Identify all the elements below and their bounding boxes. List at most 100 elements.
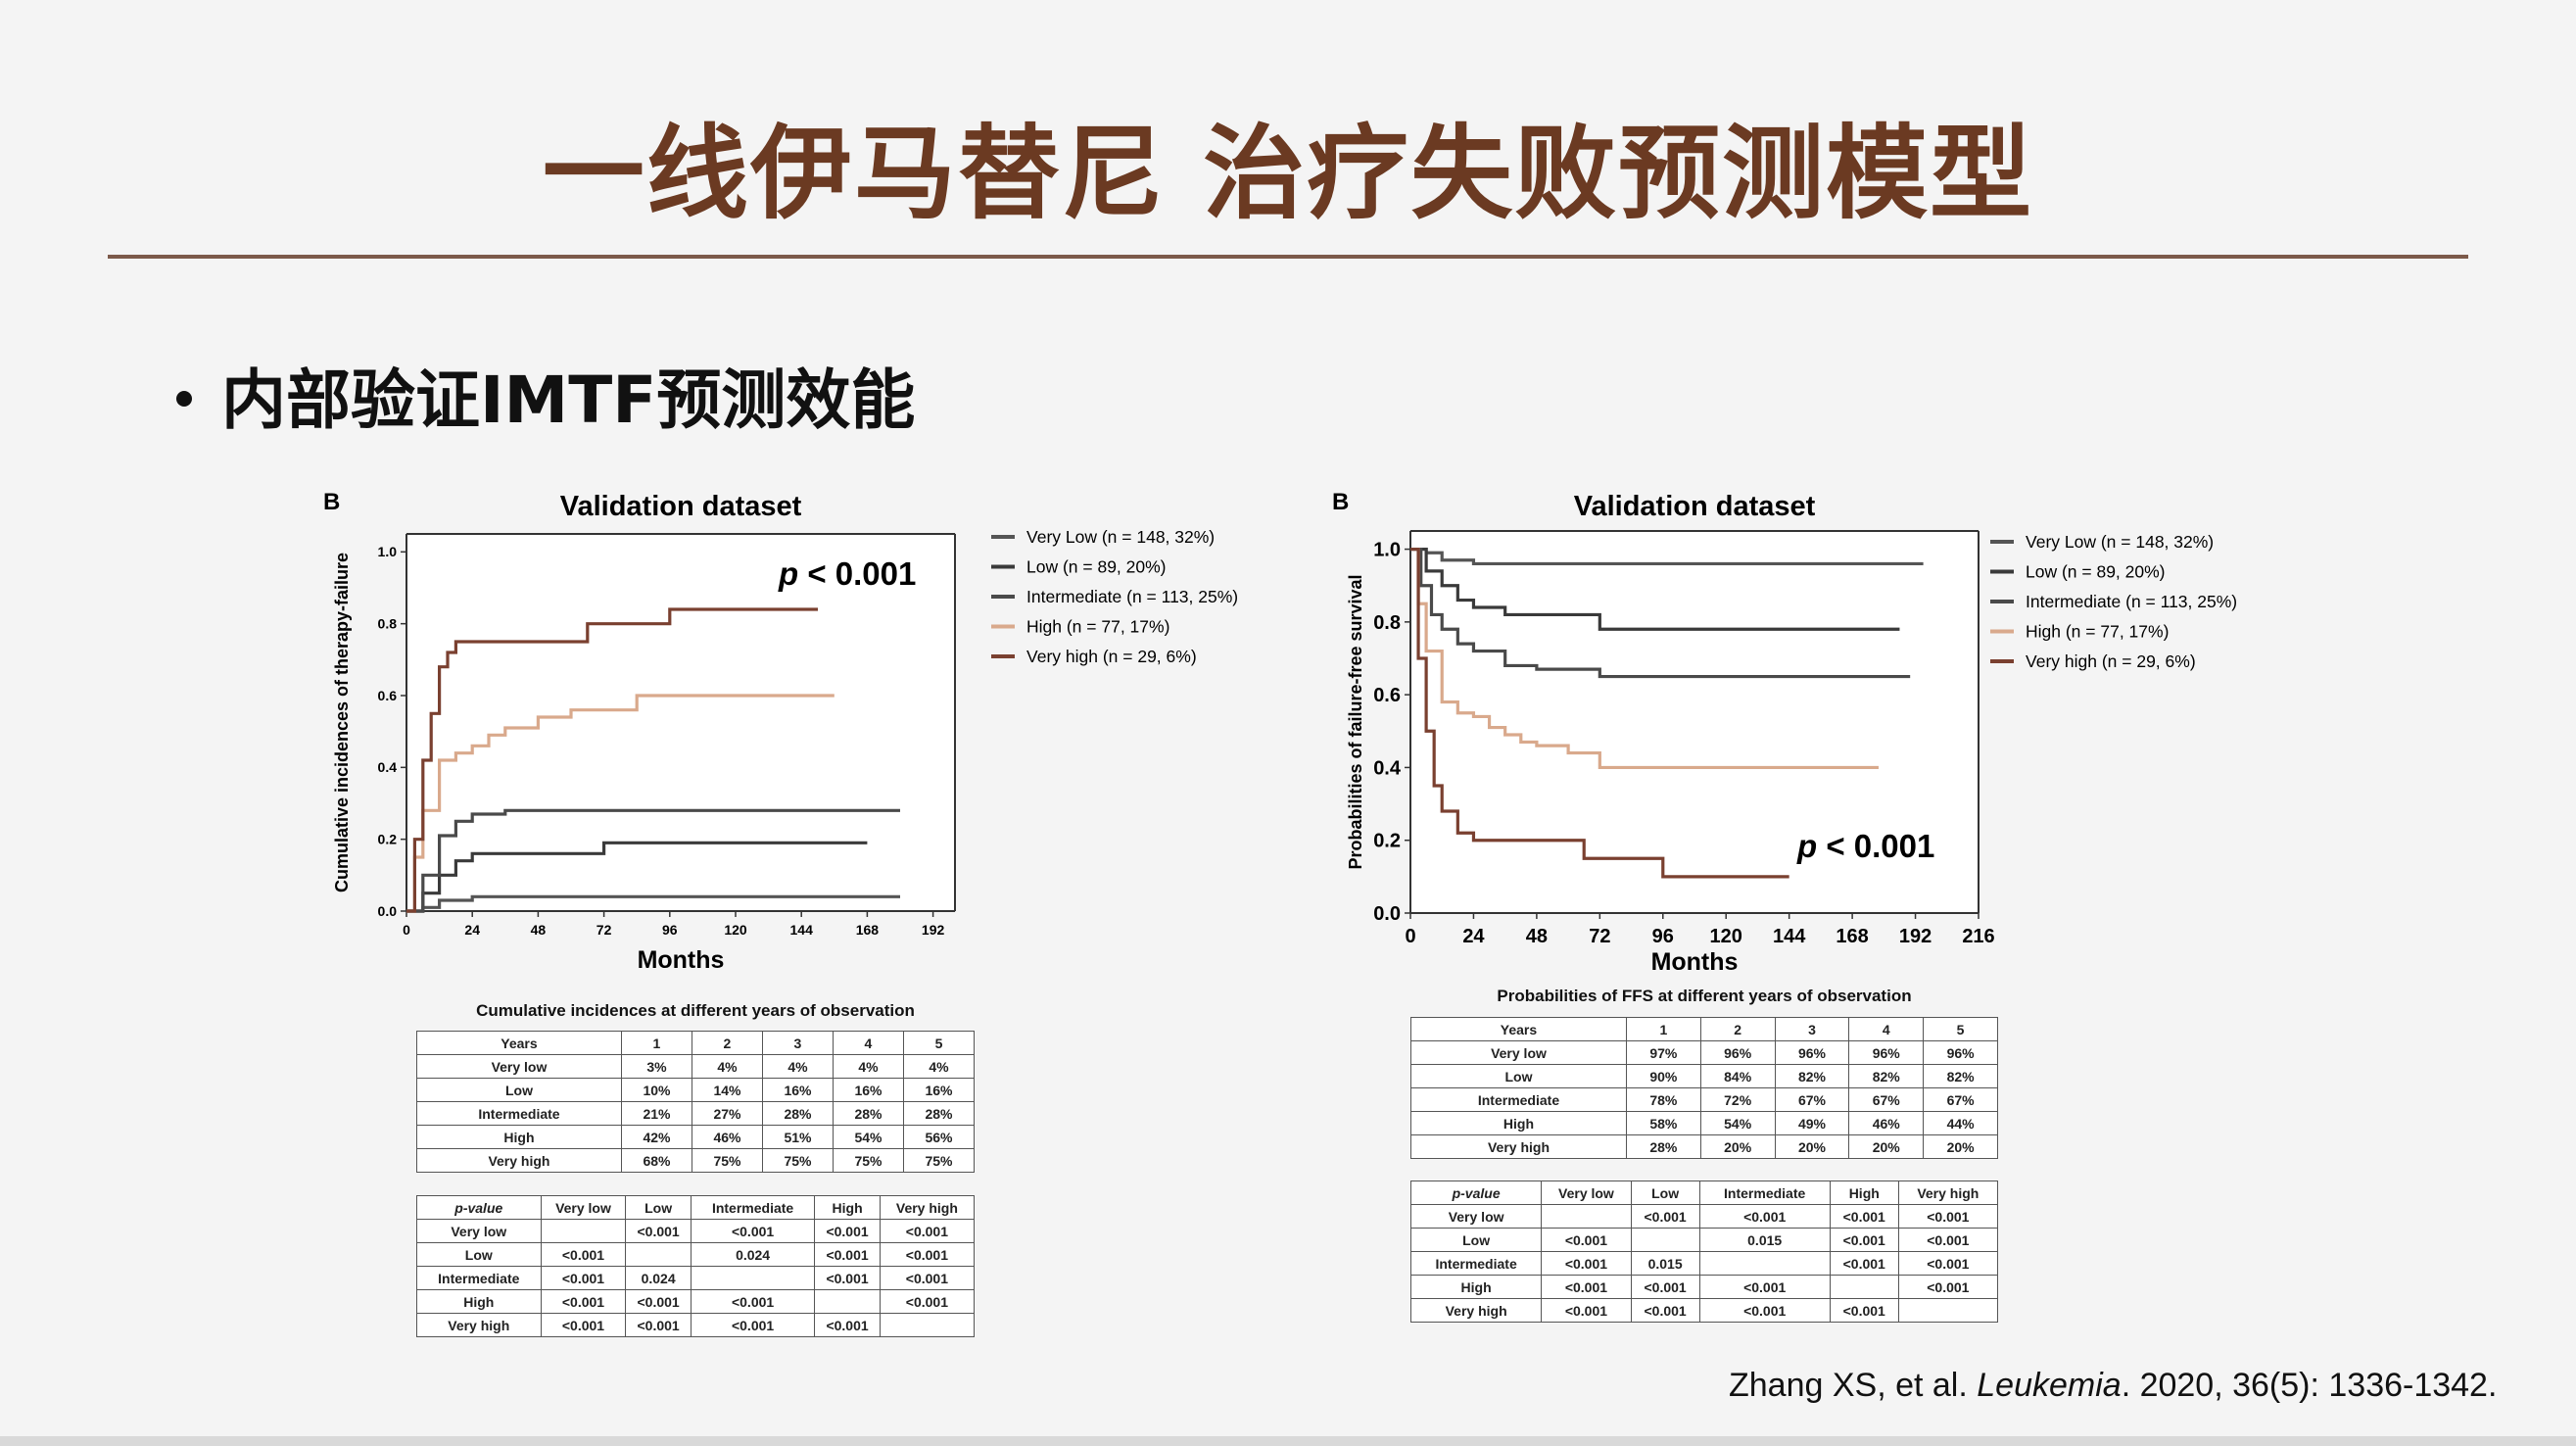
- table-row: Intermediate 21% 27% 28% 28% 28%: [416, 1101, 976, 1126]
- table-row: High 42% 46% 51% 54% 56%: [416, 1125, 976, 1149]
- x-tick-label: 192: [1899, 926, 1932, 947]
- table-cell: <0.001: [1829, 1228, 1899, 1252]
- table-header-row: p-value Very low Low Intermediate High Very h…: [1409, 1181, 1999, 1205]
- series-line-4: [406, 607, 818, 913]
- x-tick-label: 168: [856, 922, 880, 938]
- table-cell: <0.001: [690, 1219, 816, 1243]
- table-cell: 82%: [1774, 1064, 1850, 1088]
- x-tick-label: 48: [1526, 926, 1548, 947]
- table-header-cell: Very high: [1897, 1181, 1999, 1205]
- table-header-cell: 4: [832, 1031, 904, 1055]
- table-ffs-probabilities: Years 1 2 3 4 5 Very low 97% 96% 96% 96% 96% Low 90% 8…: [1410, 1017, 1998, 1159]
- table-cell: 75%: [832, 1148, 904, 1173]
- table-cell: 78%: [1625, 1087, 1701, 1112]
- table-cell: <0.001: [1897, 1251, 1999, 1276]
- table-cell: <0.001: [1541, 1298, 1632, 1323]
- x-tick-label: 24: [1462, 926, 1485, 947]
- legend-entry: Low (n = 89, 20%): [2026, 562, 2166, 582]
- p-symbol: p: [1796, 828, 1817, 864]
- table-row: Very low <0.001 <0.001 <0.001 <0.001: [416, 1219, 976, 1243]
- table-caption-cumulative: Cumulative incidences at different years…: [476, 1001, 915, 1020]
- bullet-point: 内部验证IMTF预测效能: [176, 348, 915, 442]
- table-cell: Very low: [416, 1054, 622, 1079]
- table-cell: [1698, 1251, 1831, 1276]
- legend-entry: Very high (n = 29, 6%): [2026, 651, 2196, 671]
- bullet-dot: [176, 390, 192, 407]
- table-cell: [879, 1313, 976, 1337]
- table-cell: 68%: [620, 1148, 692, 1173]
- table-header-row: Years 1 2 3 4 5: [416, 1031, 976, 1055]
- table-cell: Very low: [416, 1219, 542, 1243]
- table-cell: <0.001: [1829, 1298, 1899, 1323]
- table-cell: <0.001: [540, 1266, 627, 1290]
- x-tick-label: 120: [724, 922, 747, 938]
- table-header-cell: 5: [902, 1031, 976, 1055]
- table-cell: 21%: [620, 1101, 692, 1126]
- x-tick-label: 72: [596, 922, 612, 938]
- table-cell: 27%: [691, 1101, 763, 1126]
- y-tick-label: 0.0: [1373, 903, 1401, 925]
- x-tick-label: 216: [1962, 926, 1994, 947]
- p-value-annotation: p < 0.001: [778, 555, 916, 592]
- x-tick-label: 72: [1589, 926, 1610, 947]
- x-axis-label: Months: [1651, 948, 1739, 976]
- table-row: Very low 3% 4% 4% 4% 4%: [416, 1054, 976, 1079]
- table-cell: 20%: [1774, 1134, 1850, 1159]
- chart-title: Validation dataset: [560, 491, 802, 522]
- x-tick-label: 192: [922, 922, 945, 938]
- legend-entry: Intermediate (n = 113, 25%): [1026, 587, 1238, 606]
- table-row: Very high 68% 75% 75% 75% 75%: [416, 1148, 976, 1173]
- table-cell: <0.001: [540, 1242, 627, 1267]
- table-cell: 4%: [691, 1054, 763, 1079]
- x-tick-label: 144: [1773, 926, 1806, 947]
- table-cell: 16%: [761, 1078, 834, 1102]
- table-cell: 4%: [761, 1054, 834, 1079]
- table-cell: High: [416, 1125, 622, 1149]
- bullet-text: 内部验证IMTF预测效能: [221, 362, 916, 438]
- table-header-cell: Intermediate: [690, 1195, 816, 1220]
- table-cell: 58%: [1625, 1111, 1701, 1135]
- table-cell: Very high: [416, 1313, 542, 1337]
- table-header-cell: Very low: [1541, 1181, 1632, 1205]
- table-cell: 16%: [832, 1078, 904, 1102]
- table-cell: 28%: [902, 1101, 976, 1126]
- table-row: Low <0.001 0.024 <0.001 <0.001: [416, 1242, 976, 1267]
- table-row: Intermediate 78% 72% 67% 67% 67%: [1410, 1087, 1998, 1112]
- legend-entry: High (n = 77, 17%): [1026, 617, 1169, 637]
- plot-area: [1409, 530, 1980, 914]
- table-cell: High: [1409, 1275, 1543, 1299]
- p-threshold: < 0.001: [1817, 828, 1934, 864]
- table-cell: 67%: [1848, 1087, 1925, 1112]
- table-cell: <0.001: [1630, 1204, 1700, 1229]
- table-cell: 44%: [1923, 1111, 1998, 1135]
- table-cell: Very low: [1409, 1204, 1543, 1229]
- y-tick-label: 0.2: [378, 832, 398, 847]
- series-line-4: [1410, 547, 1789, 879]
- table-cell: 28%: [832, 1101, 904, 1126]
- x-tick-label: 96: [662, 922, 678, 938]
- table-cell: <0.001: [1630, 1298, 1700, 1323]
- table-cell: 54%: [832, 1125, 904, 1149]
- table-pvalues-ffs: p-value Very low Low Intermediate High Very h…: [1409, 1181, 1999, 1323]
- plot-area: [405, 533, 956, 912]
- table-header-cell: 2: [1699, 1017, 1776, 1041]
- table-cell: Low: [416, 1242, 542, 1267]
- x-axis-label: Months: [638, 946, 725, 974]
- y-tick-label: 1.0: [1373, 540, 1401, 561]
- p-symbol: p: [778, 555, 798, 592]
- table-cell: Low: [1409, 1228, 1543, 1252]
- table-cell: <0.001: [814, 1219, 881, 1243]
- table-cell: [1630, 1228, 1700, 1252]
- table-cell: <0.001: [1897, 1204, 1999, 1229]
- table-cell: 28%: [1625, 1134, 1701, 1159]
- table-cell: [1897, 1298, 1999, 1323]
- x-tick-label: 0: [403, 922, 410, 938]
- y-tick-label: 0.4: [378, 759, 398, 775]
- table-cell: 0.015: [1630, 1251, 1700, 1276]
- table-cell: <0.001: [1897, 1228, 1999, 1252]
- citation: Zhang XS, et al. Leukemia. 2020, 36(5): …: [1729, 1367, 2497, 1405]
- table-cell: [540, 1219, 627, 1243]
- table-cell: 46%: [1848, 1111, 1925, 1135]
- table-cell: Very high: [1410, 1134, 1627, 1159]
- table-row: Intermediate <0.001 0.015 <0.001 <0.001: [1409, 1251, 1999, 1276]
